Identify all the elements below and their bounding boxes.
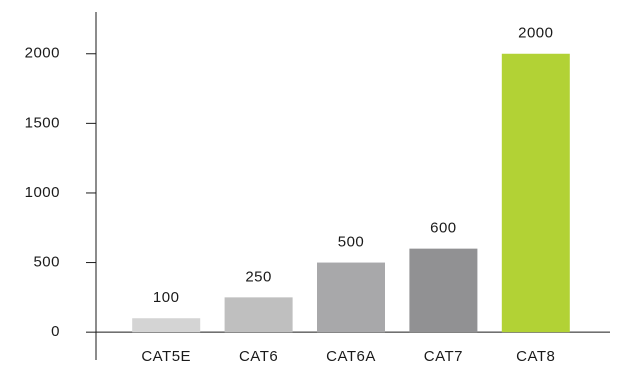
x-tick-label: CAT7 [424, 348, 463, 365]
x-tick-label: CAT6 [239, 348, 278, 365]
x-tick-label: CAT6A [326, 348, 376, 365]
data-label: 2000 [518, 25, 553, 42]
y-tick-label: 0 [51, 323, 60, 340]
y-tick-label: 2000 [25, 45, 60, 62]
y-tick-label: 1500 [25, 114, 60, 131]
data-label: 100 [153, 289, 180, 306]
x-tick-label: CAT8 [516, 348, 555, 365]
data-label: 250 [245, 268, 272, 285]
data-label: 500 [338, 234, 365, 251]
bar [501, 53, 570, 333]
x-tick-label: CAT5E [141, 348, 191, 365]
bar [409, 248, 478, 333]
y-tick-label: 1000 [25, 184, 60, 201]
data-label: 600 [430, 220, 457, 237]
bar [224, 297, 293, 333]
y-tick-label: 500 [33, 254, 60, 271]
bar [317, 262, 385, 333]
bar [132, 318, 201, 333]
